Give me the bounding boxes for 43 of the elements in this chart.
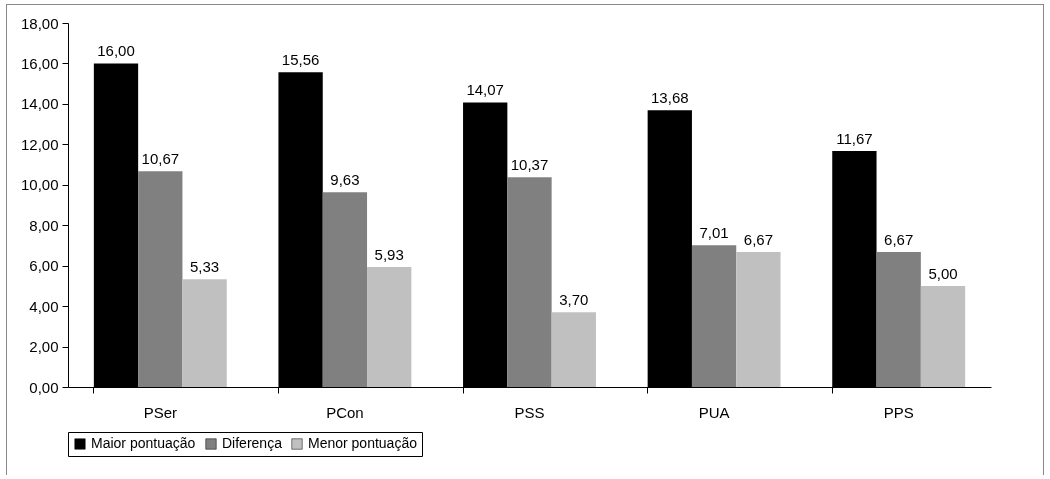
y-tick-label: 2,00 [29,338,59,356]
x-tick-label: PSer [143,403,177,421]
bar [691,245,737,387]
y-tick-label: 6,00 [29,257,59,275]
bar [920,285,966,387]
legend-label: Maior pontuação [91,435,196,451]
data-label: 5,93 [374,246,404,264]
y-tick-label: 16,00 [20,54,59,72]
bar [551,312,596,387]
y-tick-label: 12,00 [20,135,59,153]
bar [182,279,227,387]
data-label: 9,63 [330,171,360,189]
x-tick-label: PPS [883,403,914,421]
y-tick-label: 0,00 [29,378,59,396]
data-label: 5,33 [190,258,220,276]
data-label: 6,67 [743,231,774,249]
data-label: 3,70 [559,291,589,309]
y-tick-label: 4,00 [29,297,59,315]
bar [322,192,368,387]
bar [876,252,921,387]
data-label: 10,37 [510,156,549,174]
data-label: 15,56 [281,51,320,69]
legend-label: Diferença [222,435,283,451]
data-label: 14,07 [466,81,504,99]
bar [507,177,552,387]
data-label: 5,00 [928,264,958,282]
legend-label: Menor pontuação [308,435,418,451]
bar [736,252,781,387]
y-tick-label: 10,00 [20,176,59,194]
bar [138,171,183,387]
data-label: 10,67 [141,150,180,168]
data-label: 6,67 [884,231,914,249]
y-tick-label: 8,00 [29,216,59,234]
data-label: 11,67 [836,130,873,148]
data-label: 13,68 [651,89,689,107]
x-tick-label: PSS [514,403,545,421]
data-label: 16,00 [97,42,135,60]
bar [367,267,412,387]
y-tick-label: 14,00 [20,95,59,113]
y-tick-label: 18,00 [20,14,59,32]
x-tick-label: PUA [698,403,730,421]
x-tick-label: PCon [326,403,364,421]
data-label: 7,01 [699,224,729,242]
